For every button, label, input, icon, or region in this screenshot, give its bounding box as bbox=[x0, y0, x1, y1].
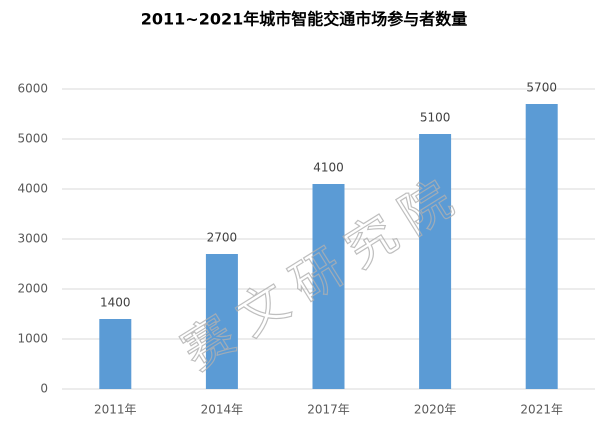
x-tick-label: 2020年 bbox=[414, 403, 457, 417]
bar bbox=[419, 134, 452, 389]
x-tick-label: 2011年 bbox=[94, 403, 137, 417]
bar bbox=[99, 319, 132, 389]
x-tick-label: 2021年 bbox=[520, 403, 563, 417]
y-tick-label: 1000 bbox=[17, 332, 48, 346]
bar bbox=[312, 184, 345, 389]
data-label: 5100 bbox=[420, 111, 451, 125]
data-label: 1400 bbox=[100, 296, 131, 310]
y-tick-label: 3000 bbox=[17, 232, 48, 246]
y-tick-label: 2000 bbox=[17, 282, 48, 296]
x-tick-label: 2014年 bbox=[201, 403, 244, 417]
bar bbox=[205, 254, 238, 389]
data-label: 5700 bbox=[526, 81, 557, 95]
data-label: 4100 bbox=[313, 161, 344, 175]
bar bbox=[525, 104, 558, 389]
y-tick-label: 5000 bbox=[17, 132, 48, 146]
data-label: 2700 bbox=[207, 231, 238, 245]
x-tick-label: 2017年 bbox=[307, 403, 350, 417]
y-tick-label: 0 bbox=[40, 382, 48, 396]
y-tick-label: 6000 bbox=[17, 82, 48, 96]
y-tick-label: 4000 bbox=[17, 182, 48, 196]
chart-title: 2011~2021年城市智能交通市场参与者数量 bbox=[141, 10, 467, 29]
